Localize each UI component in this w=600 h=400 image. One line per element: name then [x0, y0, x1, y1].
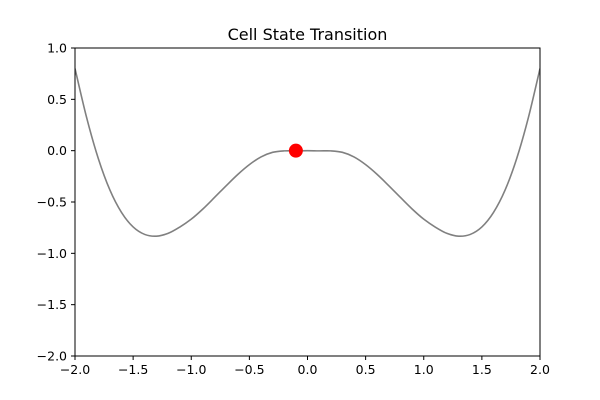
y-tick-label-4: 0.0 — [47, 143, 67, 158]
plot-area: −2.0 −1.5 −1.0 −0.5 0.0 0.5 1.0 1.5 2.0 −2.0 −1.5 −… — [37, 41, 550, 378]
y-tick-label-0: −2.0 — [37, 349, 67, 364]
chart-title: Cell State Transition — [228, 25, 388, 44]
x-tick-label-0: −2.0 — [60, 362, 90, 377]
y-tick-label-1: −1.5 — [37, 297, 67, 312]
y-tick-label-3: −0.5 — [37, 195, 67, 210]
x-tick-label-7: 1.5 — [472, 362, 492, 377]
x-tick-label-2: −1.0 — [176, 362, 206, 377]
x-tick-label-8: 2.0 — [530, 362, 550, 377]
x-tick-label-1: −1.5 — [118, 362, 148, 377]
x-tick-label-4: 0.0 — [298, 362, 318, 377]
y-tick-label-5: 0.5 — [47, 92, 67, 107]
series-line-0 — [75, 68, 540, 238]
state-marker — [288, 143, 303, 158]
x-tick-label-3: −0.5 — [234, 362, 264, 377]
y-tick-label-6: 1.0 — [47, 41, 67, 56]
x-tick-label-5: 0.5 — [356, 362, 376, 377]
x-tick-label-6: 1.0 — [414, 362, 434, 377]
y-tick-label-2: −1.0 — [37, 246, 67, 261]
axes-frame — [74, 47, 541, 357]
